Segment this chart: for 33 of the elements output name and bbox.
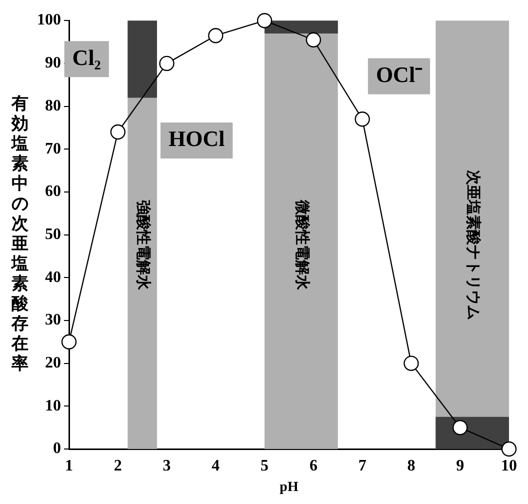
- y-tick-label: 90: [45, 54, 61, 72]
- annotation: Cl₂: [72, 44, 102, 70]
- x-tick-label: 10: [501, 458, 517, 475]
- point: [452, 420, 468, 436]
- x-tick-label: 8: [407, 458, 416, 475]
- x-tick-label: 7: [358, 458, 366, 475]
- x-tick-label: 2: [114, 458, 122, 475]
- y-tick-label: 30: [45, 312, 61, 329]
- band-label: 微酸性電解水: [293, 198, 312, 291]
- x-tick-label: 9: [456, 458, 464, 475]
- point: [501, 441, 517, 457]
- y-tick-label: 20: [45, 354, 61, 372]
- x-tick-label: 5: [260, 458, 269, 475]
- y-tick-label: 40: [45, 268, 61, 286]
- x-axis-title: pH: [280, 480, 298, 496]
- band-label: 次亜塩素酸ナトリウム: [464, 170, 482, 320]
- y-tick-label: 100: [37, 12, 61, 29]
- y-tick-label: 80: [45, 97, 61, 114]
- band-label: 強酸性電解水: [134, 200, 152, 291]
- x-tick-label: 3: [162, 458, 171, 475]
- y-tick-label: 50: [45, 226, 61, 243]
- y-tick-label: 10: [45, 397, 61, 414]
- text: 有効塩素中の次亜塩素酸存在率: [12, 94, 28, 374]
- y-tick-label: 60: [45, 183, 61, 200]
- point: [256, 13, 272, 28]
- annotation: HOCl: [168, 126, 225, 152]
- x-tick-label: 1: [65, 458, 73, 475]
- y-tick-label: 0: [53, 440, 61, 458]
- x-tick-label: 6: [309, 458, 318, 475]
- x-tick-label: 4: [212, 458, 220, 475]
- point: [306, 32, 322, 48]
- annotation: OCl⁻: [376, 62, 424, 87]
- y-tick-label: 70: [45, 140, 61, 158]
